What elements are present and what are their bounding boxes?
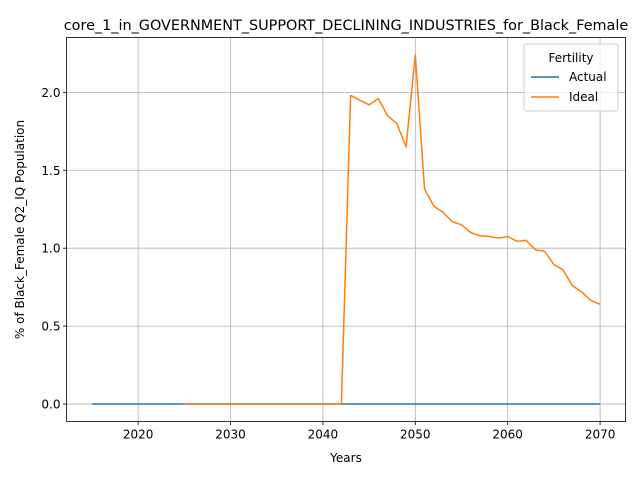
legend: Fertility Actual Ideal (523, 43, 619, 112)
x-tick-label: 2020 (123, 428, 154, 442)
chart-title: core_1_in_GOVERNMENT_SUPPORT_DECLINING_I… (64, 18, 629, 34)
x-tick-label: 2060 (492, 428, 523, 442)
x-tick-label: 2070 (585, 428, 616, 442)
y-tick-label: 1.0 (41, 242, 60, 256)
legend-label-ideal: Ideal (569, 90, 598, 104)
y-tick-label: 1.5 (41, 164, 60, 178)
axis-ticks: 2020 2030 2040 2050 2060 2070 0.0 0.5 1.0 1.5 2.0 (41, 86, 615, 442)
series-lines (91, 54, 601, 405)
x-tick-label: 2030 (215, 428, 246, 442)
y-tick-label: 0.5 (41, 320, 60, 334)
y-tick-label: 0.0 (41, 398, 60, 412)
x-axis-label: Years (329, 451, 362, 465)
y-axis-label: % of Black_Female Q2_IQ Population (13, 120, 27, 339)
series-line-ideal (184, 54, 601, 405)
x-tick-label: 2040 (308, 428, 339, 442)
legend-label-actual: Actual (569, 70, 607, 84)
y-tick-label: 2.0 (41, 86, 60, 100)
plot-frame (66, 37, 626, 422)
x-tick-label: 2050 (400, 428, 431, 442)
legend-title: Fertility (548, 51, 593, 65)
legend-box (523, 43, 619, 112)
